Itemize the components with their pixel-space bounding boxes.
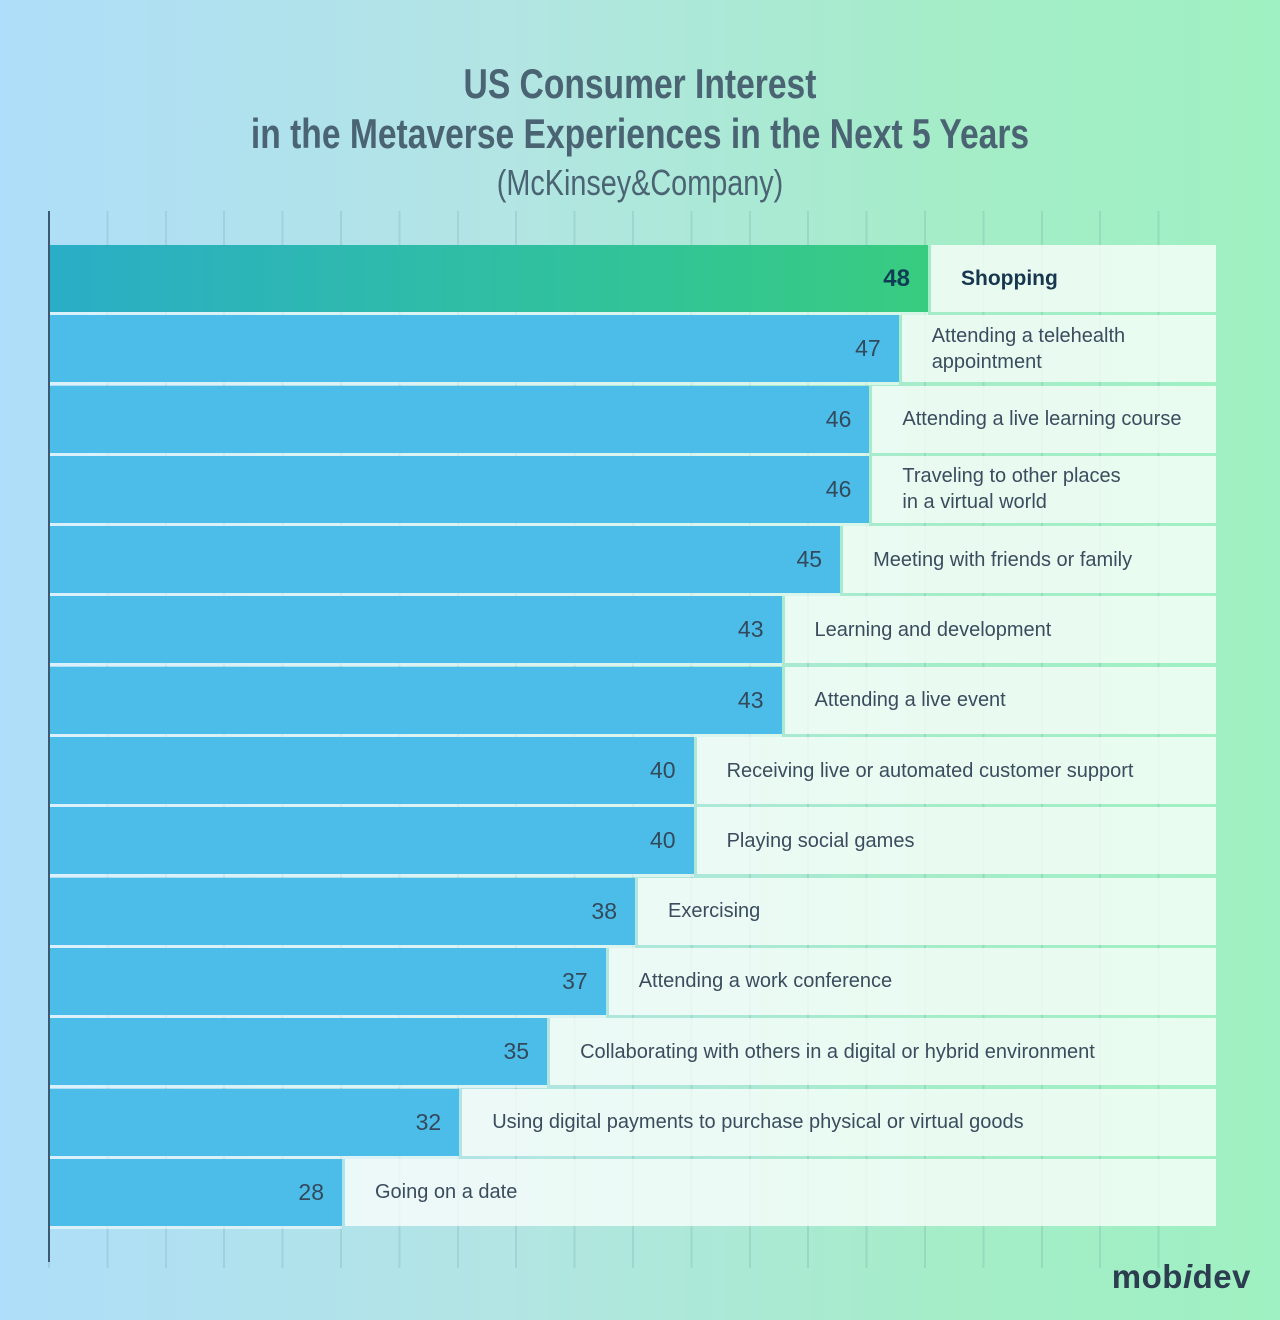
bar-row: 32 Using digital payments to purchase phy… [50, 1088, 1216, 1156]
logo-part1: mob [1111, 1258, 1183, 1295]
bar-label: Collaborating with others in a digital o… [580, 1040, 1095, 1063]
bar-value: 43 [737, 686, 764, 713]
bar-row: 45 Meeting with friends or family [50, 526, 1216, 594]
bar-value: 45 [796, 546, 823, 573]
bar-row: 38 Exercising [50, 877, 1216, 945]
logo-part3: dev [1192, 1258, 1251, 1295]
bar-value: 46 [825, 475, 852, 502]
bar-label-box: Receiving live or automated customer sup… [696, 737, 1216, 805]
bar: 32 [50, 1088, 460, 1156]
plot-area: 48 Shopping 47 Attending a telehealth appoi… [48, 211, 1216, 1268]
bar-value: 32 [415, 1108, 442, 1135]
bar-label-box: Playing social games [696, 807, 1216, 875]
bar-row: 35 Collaborating with others in a digital… [50, 1018, 1216, 1086]
bar-label: Attending a telehealth appointment [931, 324, 1126, 373]
logo-part2: i [1182, 1258, 1193, 1295]
bar-label: Learning and development [814, 618, 1052, 641]
bar-value: 48 [883, 264, 910, 292]
bar: 37 [50, 947, 606, 1015]
bar: 35 [50, 1018, 548, 1086]
chart-title: US Consumer Interest in the Metaverse Ex… [0, 60, 1280, 206]
bar-value: 37 [562, 967, 588, 994]
bar-row: 28 Going on a date [50, 1158, 1216, 1226]
bar: 43 [50, 596, 782, 664]
bar-label: Attending a live learning course [902, 408, 1182, 431]
bar: 40 [50, 737, 694, 805]
bar-row: 43 Learning and development [50, 596, 1216, 664]
bar-label-box: Meeting with friends or family [843, 526, 1216, 594]
bar-label: Going on a date [375, 1181, 518, 1204]
bar: 45 [50, 526, 841, 594]
bar: 46 [50, 455, 870, 523]
bar-label-box: Exercising [638, 877, 1216, 945]
bar-row: 46 Attending a live learning course [50, 385, 1216, 453]
bar: 43 [50, 666, 782, 734]
bar-row: 47 Attending a telehealth appointment [50, 315, 1216, 383]
bar-label-box: Attending a work conference [608, 947, 1216, 1015]
bar: 48 [50, 245, 928, 312]
bar-label: Receiving live or automated customer sup… [726, 759, 1134, 782]
bar-label-box: Learning and development [784, 596, 1216, 664]
bar-rows: 48 Shopping 47 Attending a telehealth appoi… [50, 245, 1216, 1229]
y-axis-line [48, 211, 50, 1262]
bar: 28 [50, 1158, 342, 1226]
bar: 46 [50, 385, 870, 453]
chart-title-line2: in the Metaverse Experiences in the Next… [250, 110, 1030, 157]
bar: 38 [50, 877, 635, 945]
bar: 47 [50, 315, 899, 383]
bar-label-box: Traveling to other places in a virtual w… [872, 455, 1216, 523]
bar-row: 40 Playing social games [50, 807, 1216, 875]
bar-label-box: Shopping [931, 245, 1216, 312]
bar-value: 43 [737, 616, 764, 643]
bar-value: 40 [650, 757, 676, 784]
bar-label: Meeting with friends or family [873, 548, 1133, 571]
bar-value: 40 [650, 827, 676, 854]
bar-value: 28 [298, 1178, 324, 1205]
bar-row: 43 Attending a live event [50, 666, 1216, 734]
bar-label: Using digital payments to purchase physi… [492, 1111, 1024, 1134]
bar-label-box: Attending a telehealth appointment [901, 315, 1216, 383]
bar-value: 46 [825, 405, 852, 432]
bar-label-box: Attending a live learning course [872, 385, 1216, 453]
bar-value: 47 [855, 335, 881, 362]
bar-row: 37 Attending a work conference [50, 947, 1216, 1015]
bar-label: Attending a live event [814, 689, 1006, 712]
bar-label: Exercising [668, 900, 761, 923]
mobidev-logo: mobidev [1112, 1258, 1251, 1296]
bar-row: 48 Shopping [50, 245, 1216, 312]
bar-value: 38 [591, 897, 617, 924]
bar-label: Playing social games [726, 829, 915, 852]
bar-label-box: Going on a date [345, 1158, 1216, 1226]
chart-source: (McKinsey&Company) [496, 162, 784, 203]
bar-value: 35 [503, 1038, 530, 1065]
bar-row: 40 Receiving live or automated customer s… [50, 737, 1216, 805]
bar-label: Traveling to other places in a virtual w… [902, 465, 1121, 514]
bar-label-box: Using digital payments to purchase physi… [462, 1088, 1216, 1156]
bar-label-box: Collaborating with others in a digital o… [550, 1018, 1216, 1086]
bar-label: Shopping [961, 266, 1058, 290]
bar-label-box: Attending a live event [784, 666, 1216, 734]
bar: 40 [50, 807, 694, 875]
chart-title-line1: US Consumer Interest [463, 60, 817, 107]
bar-label: Attending a work conference [638, 970, 893, 993]
bar-row: 46 Traveling to other places in a virtual… [50, 455, 1216, 523]
